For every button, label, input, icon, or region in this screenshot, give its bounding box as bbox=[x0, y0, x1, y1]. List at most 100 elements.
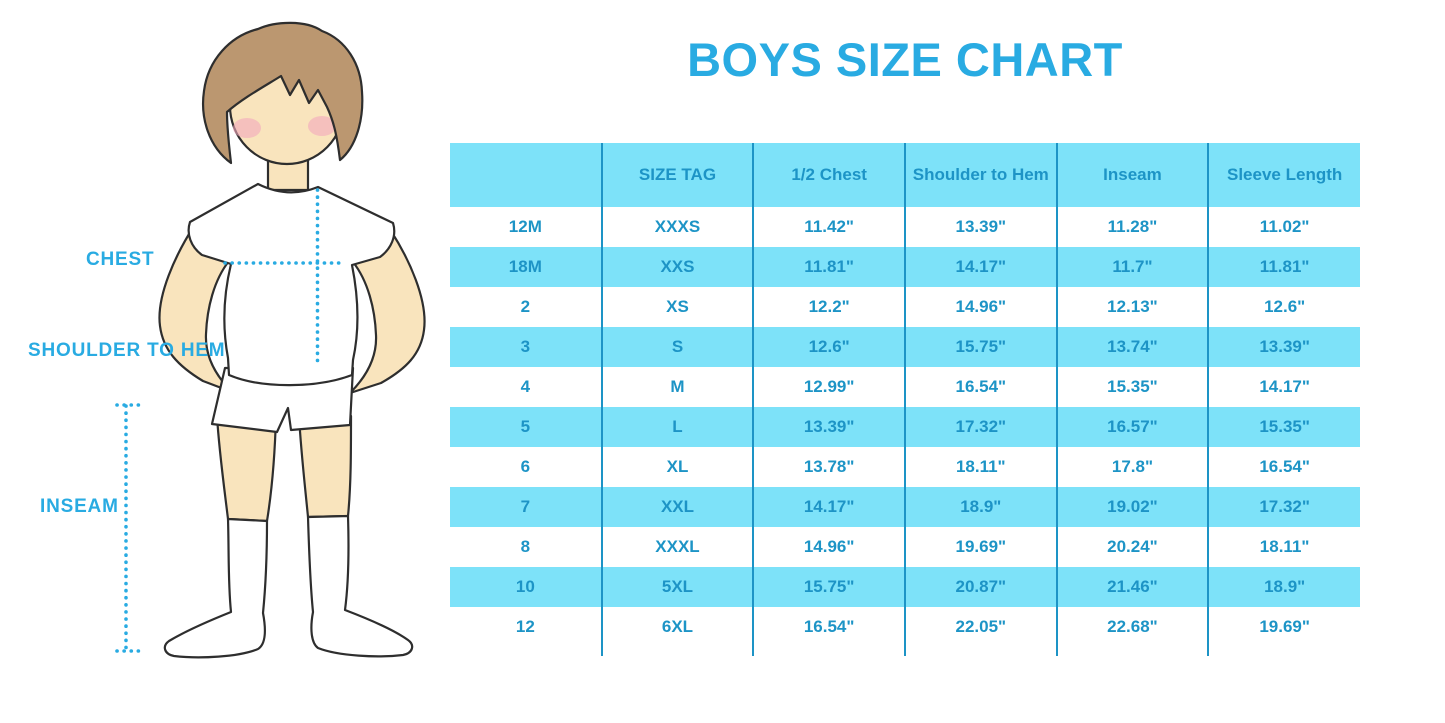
table-cell: 19.02" bbox=[1055, 487, 1209, 527]
table-row: 12M XXXS 11.42" 13.39" 11.28" 11.02" bbox=[450, 207, 1360, 247]
table-cell: 20.87" bbox=[903, 567, 1057, 607]
table-cell: 11.7" bbox=[1055, 247, 1209, 287]
size-age-cell: 12M bbox=[508, 217, 542, 236]
table-cell: 16.57" bbox=[1055, 407, 1209, 447]
table-cell: XXXL bbox=[600, 527, 754, 567]
column-divider-tail bbox=[752, 647, 755, 656]
table-row: 18M XXS 11.81" 14.17" 11.7" 11.81" bbox=[450, 247, 1360, 287]
table-cell: 15.35" bbox=[1207, 407, 1360, 447]
table-cell: 22.68" bbox=[1055, 607, 1209, 647]
column-divider-tail bbox=[600, 647, 603, 656]
boy-right-sock bbox=[306, 514, 414, 658]
boy-hair bbox=[202, 21, 364, 165]
size-age-cell: 6 bbox=[520, 457, 531, 476]
boy-left-arm bbox=[158, 224, 234, 394]
shoulder-to-hem-label: SHOULDER TO HEM bbox=[28, 340, 226, 361]
table-row: 12 6XL 16.54" 22.05" 22.68" 19.69" bbox=[450, 607, 1360, 647]
size-age-cell: 7 bbox=[520, 497, 531, 516]
column-header bbox=[450, 143, 602, 207]
table-cell: 19.69" bbox=[903, 527, 1057, 567]
boy-measurement-illustration bbox=[115, 21, 426, 659]
inseam-label: INSEAM bbox=[40, 496, 119, 517]
table-cell: XL bbox=[600, 447, 754, 487]
size-age-cell: 12 bbox=[515, 617, 535, 636]
table-cell: 11.28" bbox=[1055, 207, 1209, 247]
table-cell: 12.6" bbox=[752, 327, 905, 367]
column-divider-tail bbox=[904, 647, 906, 656]
table-cell: 12.99" bbox=[752, 367, 905, 407]
table-cell: XXS bbox=[600, 247, 754, 287]
column-header: Shoulder to Hem bbox=[903, 143, 1057, 207]
table-row: 8 XXXL 14.96" 19.69" 20.24" 18.11" bbox=[450, 527, 1360, 567]
table-row: 3 S 12.6" 15.75" 13.74" 13.39" bbox=[450, 327, 1360, 367]
size-table: SIZE TAG 1/2 Chest Shoulder to Hem Inseam Sl… bbox=[450, 143, 1360, 647]
column-divider-tail bbox=[1207, 647, 1210, 656]
page-title: BOYS SIZE CHART bbox=[687, 33, 1123, 86]
table-cell: 13.78" bbox=[752, 447, 905, 487]
table-cell: 16.54" bbox=[903, 367, 1057, 407]
size-age-cell: 2 bbox=[520, 297, 531, 316]
table-cell: 14.17" bbox=[903, 247, 1057, 287]
table-row: 2 XS 12.2" 14.96" 12.13" 12.6" bbox=[450, 287, 1360, 327]
table-cell: 18.9" bbox=[903, 487, 1057, 527]
table-cell: 15.75" bbox=[752, 567, 905, 607]
table-cell: 11.81" bbox=[752, 247, 905, 287]
table-cell: 12.2" bbox=[752, 287, 905, 327]
boy-right-arm bbox=[348, 229, 426, 395]
table-cell: 18.9" bbox=[1207, 567, 1360, 607]
table-cell: 14.17" bbox=[1207, 367, 1360, 407]
table-cell: 20.24" bbox=[1055, 527, 1209, 567]
size-table-body: 12M XXXS 11.42" 13.39" 11.28" 11.02" 18M XXS 11.… bbox=[450, 207, 1360, 647]
table-cell: 14.96" bbox=[752, 527, 905, 567]
size-table-wrap: SIZE TAG 1/2 Chest Shoulder to Hem Inseam Sl… bbox=[450, 143, 1360, 656]
table-cell: 13.74" bbox=[1055, 327, 1209, 367]
table-cell: 21.46" bbox=[1055, 567, 1209, 607]
column-header: Sleeve Length bbox=[1207, 143, 1360, 207]
table-cell: 14.96" bbox=[903, 287, 1057, 327]
table-cell: XXL bbox=[600, 487, 754, 527]
table-cell: 18.11" bbox=[903, 447, 1057, 487]
table-row: 7 XXL 14.17" 18.9" 19.02" 17.32" bbox=[450, 487, 1360, 527]
table-row: 5 L 13.39" 17.32" 16.57" 15.35" bbox=[450, 407, 1360, 447]
table-cell: XS bbox=[600, 287, 754, 327]
table-cell: 16.54" bbox=[752, 607, 905, 647]
table-cell: XXXS bbox=[600, 207, 754, 247]
table-cell: 11.42" bbox=[752, 207, 905, 247]
table-row: 6 XL 13.78" 18.11" 17.8" 16.54" bbox=[450, 447, 1360, 487]
column-header: 1/2 Chest bbox=[752, 143, 905, 207]
boy-left-sock bbox=[163, 517, 269, 659]
table-cell: 13.39" bbox=[903, 207, 1057, 247]
table-cell: 17.32" bbox=[1207, 487, 1360, 527]
table-cell: 5XL bbox=[600, 567, 754, 607]
table-cell: 15.75" bbox=[903, 327, 1057, 367]
table-cell: 19.69" bbox=[1207, 607, 1360, 647]
table-cell: L bbox=[600, 407, 754, 447]
column-divider-tail bbox=[1055, 647, 1058, 656]
size-age-cell: 3 bbox=[520, 337, 531, 356]
table-cell: 17.8" bbox=[1055, 447, 1209, 487]
table-cell: 11.02" bbox=[1207, 207, 1360, 247]
table-cell: 13.39" bbox=[752, 407, 905, 447]
table-cell: 16.54" bbox=[1207, 447, 1360, 487]
table-cell: 6XL bbox=[600, 607, 754, 647]
table-cell: 12.13" bbox=[1055, 287, 1209, 327]
table-cell: 15.35" bbox=[1055, 367, 1209, 407]
column-header: SIZE TAG bbox=[600, 143, 754, 207]
size-age-cell: 10 bbox=[515, 577, 535, 596]
size-age-cell: 4 bbox=[520, 377, 531, 396]
table-cell: 13.39" bbox=[1207, 327, 1360, 367]
table-cell: 22.05" bbox=[903, 607, 1057, 647]
boy-left-cheek-blush bbox=[233, 118, 261, 138]
size-age-cell: 18M bbox=[508, 257, 542, 276]
table-cell: M bbox=[600, 367, 754, 407]
table-cell: 17.32" bbox=[903, 407, 1057, 447]
size-age-cell: 8 bbox=[520, 537, 531, 556]
table-row: 4 M 12.99" 16.54" 15.35" 14.17" bbox=[450, 367, 1360, 407]
chest-label: CHEST bbox=[86, 249, 155, 270]
table-cell: 14.17" bbox=[752, 487, 905, 527]
size-age-cell: 5 bbox=[520, 417, 531, 436]
boy-right-thigh bbox=[297, 414, 353, 519]
table-row: 10 5XL 15.75" 20.87" 21.46" 18.9" bbox=[450, 567, 1360, 607]
boy-right-cheek-blush bbox=[308, 116, 336, 136]
